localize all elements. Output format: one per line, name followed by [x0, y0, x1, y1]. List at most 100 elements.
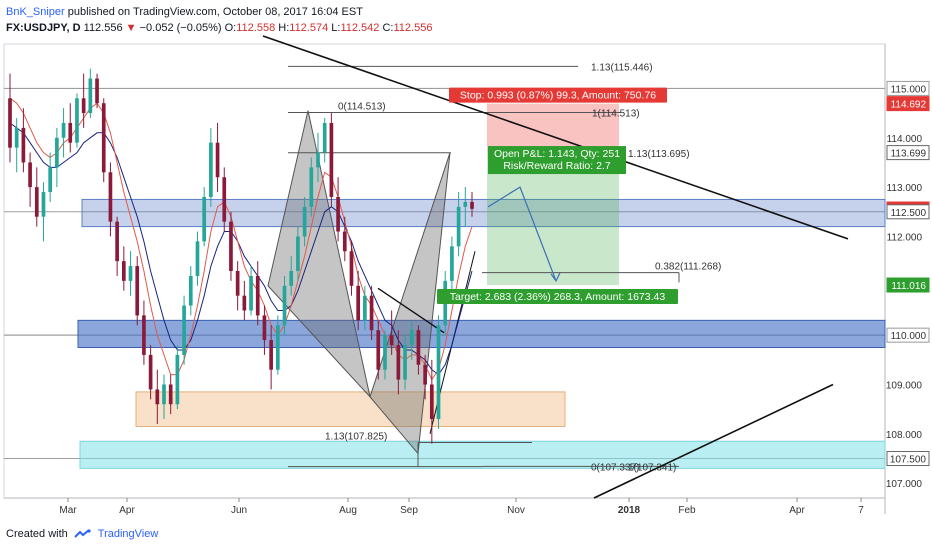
down-arrow-icon: ▼: [125, 22, 137, 34]
chart-header: BnK_Sniper published on TradingView.com,…: [6, 4, 432, 36]
price-badge-label: 115.000: [891, 84, 927, 95]
fib-level-label: 1.13(115.446): [591, 62, 653, 73]
x-tick-label: 2018: [618, 505, 641, 516]
candle: [195, 241, 200, 276]
y-tick-label: 108.000: [886, 430, 923, 441]
moving-average-fast: [9, 97, 473, 381]
candle: [81, 98, 86, 114]
mid-support-zone: [77, 319, 886, 348]
candle: [309, 167, 314, 207]
candle: [275, 325, 280, 370]
fib-level-label: 0.382(111.268): [655, 262, 721, 273]
candle: [215, 142, 220, 178]
candle: [463, 201, 468, 207]
price-badge: [886, 96, 930, 112]
publish-line: BnK_Sniper published on TradingView.com,…: [6, 4, 432, 20]
candle: [456, 206, 461, 247]
candle: [68, 122, 73, 143]
candle: [135, 266, 140, 316]
candle: [121, 261, 126, 281]
candle: [322, 122, 327, 153]
y-tick-label: 107.000: [886, 479, 923, 490]
last-price: 112.556: [83, 22, 123, 34]
risk-reward-label: Risk/Reward Ratio: 2.7: [503, 160, 611, 172]
candle: [108, 172, 113, 222]
ohlc-line: FX:USDJPY, D 112.556 ▼ −0.052 (−0.05%) O…: [6, 20, 432, 36]
candle: [101, 103, 106, 173]
candle: [429, 384, 434, 420]
candle: [235, 271, 240, 296]
low-value: 112.542: [340, 22, 380, 34]
price-badge-label: 113.699: [891, 149, 927, 160]
candle: [289, 271, 294, 286]
publish-info: published on TradingView.com, October 08…: [67, 6, 363, 18]
candle: [155, 389, 160, 405]
tradingview-brand[interactable]: TradingView: [97, 528, 159, 540]
target-label-box: [437, 289, 678, 305]
candle: [436, 325, 441, 420]
x-tick-label: Mar: [59, 505, 77, 516]
candle: [75, 98, 79, 143]
low-label: L:: [331, 22, 341, 34]
fib-level-label: 1.13(107.825): [325, 431, 387, 442]
candle: [336, 196, 340, 232]
close-label: C:: [382, 22, 394, 34]
candle: [188, 275, 193, 306]
candle: [222, 177, 227, 222]
candle: [329, 122, 334, 197]
candle: [88, 78, 93, 114]
x-tick-label: 7: [858, 505, 864, 516]
candle: [363, 295, 367, 321]
candle: [115, 221, 119, 262]
candle: [396, 345, 401, 380]
stop-label: Stop: 0.993 (0.87%) 99.3, Amount: 750.76: [460, 90, 656, 102]
candle: [342, 231, 347, 252]
price-badge: [886, 277, 930, 293]
candle: [128, 266, 133, 281]
candle: [416, 330, 421, 365]
x-tick-label: Nov: [507, 505, 525, 516]
y-tick-label: 109.000: [886, 381, 923, 392]
price-badge-label: 112.500: [891, 208, 927, 219]
stop-area: [487, 103, 619, 153]
close-value: 112.556: [393, 22, 433, 34]
candle: [249, 275, 253, 311]
fib-level-label: 1(114.513): [592, 108, 640, 119]
author-link[interactable]: BnK_Sniper: [6, 6, 65, 18]
candle: [255, 275, 260, 316]
x-tick-label: Sep: [400, 505, 418, 516]
price-badge: [886, 145, 930, 161]
candle: [269, 340, 273, 370]
uptrend-line: [593, 383, 834, 499]
candle: [61, 122, 66, 138]
candle: [383, 335, 387, 370]
x-tick-label: Aug: [339, 505, 357, 516]
candle: [376, 330, 381, 370]
candle: [21, 127, 26, 163]
candle: [316, 152, 320, 168]
harmonic-pattern-triangle: [267, 110, 371, 399]
candle: [168, 384, 173, 405]
price-badge-label: 114.692: [891, 100, 927, 111]
created-with-label: Created with: [6, 528, 68, 540]
symbol-label[interactable]: FX:USDJPY, D: [6, 22, 81, 34]
footer: Created with TradingView: [6, 528, 158, 540]
target-label: Target: 2.683 (2.36%) 268.3, Amount: 167…: [450, 291, 666, 303]
fib-level-label: 1(107.341): [628, 462, 676, 473]
price-badge: [886, 80, 930, 96]
candle: [450, 246, 454, 281]
candle: [34, 187, 39, 217]
candle: [148, 354, 153, 390]
fib-level-label: 0(107.337): [591, 463, 639, 474]
wedge-line: [377, 287, 445, 334]
arrow-head-icon: [550, 272, 561, 283]
candle: [48, 167, 53, 193]
candle: [8, 98, 12, 148]
change-value: −0.052 (−0.05%): [139, 22, 222, 34]
price-badge: [886, 204, 930, 220]
projection-arrow: [487, 186, 557, 282]
price-badge-label: 110.000: [891, 331, 927, 342]
candle: [229, 221, 233, 271]
price-badge-label: 107.500: [890, 455, 927, 466]
